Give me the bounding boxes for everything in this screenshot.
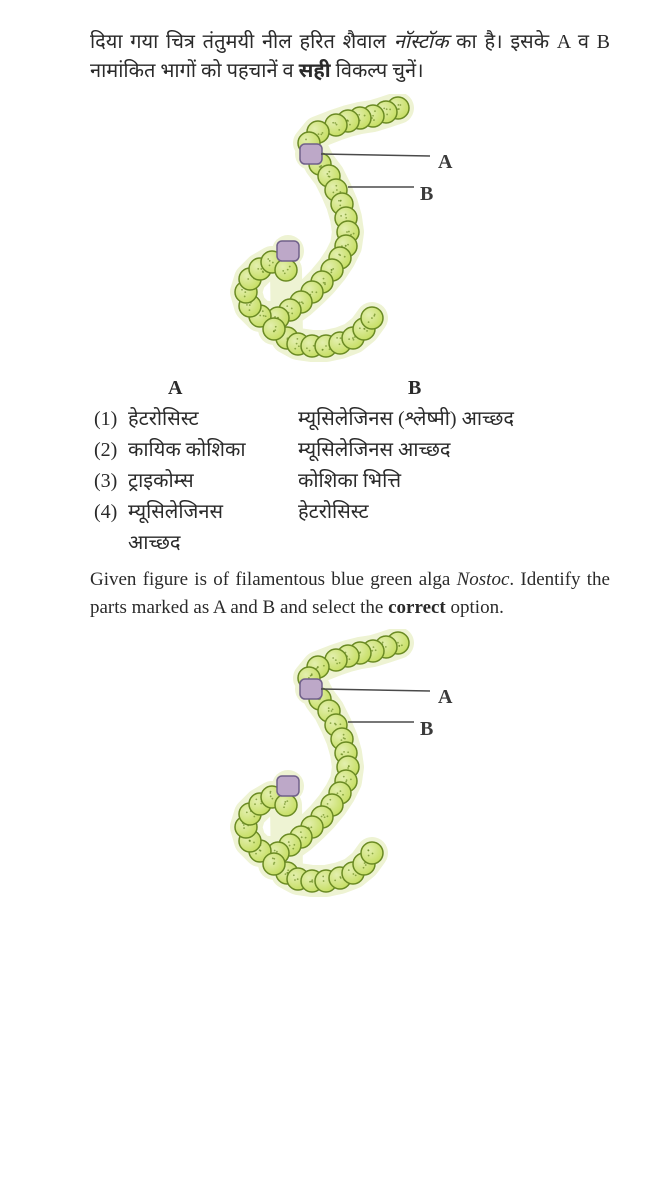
- options-header-a: A: [128, 374, 348, 403]
- option-row: (2)कायिक कोशिकाम्यूसिलेजिनस आच्छद: [90, 436, 610, 465]
- figure-english-wrap: A B: [90, 629, 610, 899]
- option-col-a: हेटरोसिस्ट: [128, 405, 298, 434]
- nostoc-figure-english: A B: [220, 629, 480, 899]
- hindi-text-3: विकल्प चुनें।: [331, 60, 424, 82]
- options-header: A B: [90, 374, 610, 403]
- figure-label-b: B: [420, 180, 433, 209]
- eng-text-nostoc: Nostoc: [457, 569, 510, 590]
- option-col-b: कोशिका भित्ति: [298, 467, 610, 496]
- figure-label-a-en: A: [438, 683, 452, 712]
- question-hindi: दिया गया चित्र तंतुमयी नील हरित शैवाल नॉ…: [90, 28, 610, 86]
- option-extra-line: आच्छद: [90, 529, 610, 558]
- nostoc-svg-english: [220, 629, 480, 899]
- option-num: (3): [94, 467, 128, 496]
- option-num: (2): [94, 436, 128, 465]
- hindi-text-nostoc: नॉस्टॉक: [394, 31, 449, 53]
- option-col-a: म्यूसिलेजिनस: [128, 498, 298, 527]
- option-col-b: हेटरोसिस्ट: [298, 498, 610, 527]
- options-block: A B (1)हेटरोसिस्टम्यूसिलेजिनस (श्लेष्मी)…: [90, 374, 610, 558]
- figure-label-b-en: B: [420, 715, 433, 744]
- hindi-text-1: दिया गया चित्र तंतुमयी नील हरित शैवाल: [90, 31, 394, 53]
- figure-hindi-wrap: A B: [90, 94, 610, 364]
- page: दिया गया चित्र तंतुमयी नील हरित शैवाल नॉ…: [0, 0, 665, 899]
- option-col-b: म्यूसिलेजिनस (श्लेष्मी) आच्छद: [298, 405, 610, 434]
- option-row: (1)हेटरोसिस्टम्यूसिलेजिनस (श्लेष्मी) आच्…: [90, 405, 610, 434]
- option-col-a: कायिक कोशिका: [128, 436, 298, 465]
- english-block: Given figure is of filamentous blue gree…: [90, 566, 610, 899]
- option-num: (4): [94, 498, 128, 527]
- option-col-b: म्यूसिलेजिनस आच्छद: [298, 436, 610, 465]
- option-num: (1): [94, 405, 128, 434]
- eng-text-3: option.: [446, 597, 504, 618]
- options-header-b: B: [348, 374, 610, 403]
- nostoc-figure-hindi: A B: [220, 94, 480, 364]
- option-row: (3)ट्राइकोम्सकोशिका भित्ति: [90, 467, 610, 496]
- eng-text-correct: correct: [388, 597, 446, 618]
- hindi-text-correct: सही: [299, 60, 331, 82]
- nostoc-svg-hindi: [220, 94, 480, 364]
- eng-text-1: Given figure is of filamentous blue gree…: [90, 569, 457, 590]
- question-english: Given figure is of filamentous blue gree…: [90, 566, 610, 621]
- option-row: (4)म्यूसिलेजिनसहेटरोसिस्ट: [90, 498, 610, 527]
- figure-label-a: A: [438, 148, 452, 177]
- option-col-a: ट्राइकोम्स: [128, 467, 298, 496]
